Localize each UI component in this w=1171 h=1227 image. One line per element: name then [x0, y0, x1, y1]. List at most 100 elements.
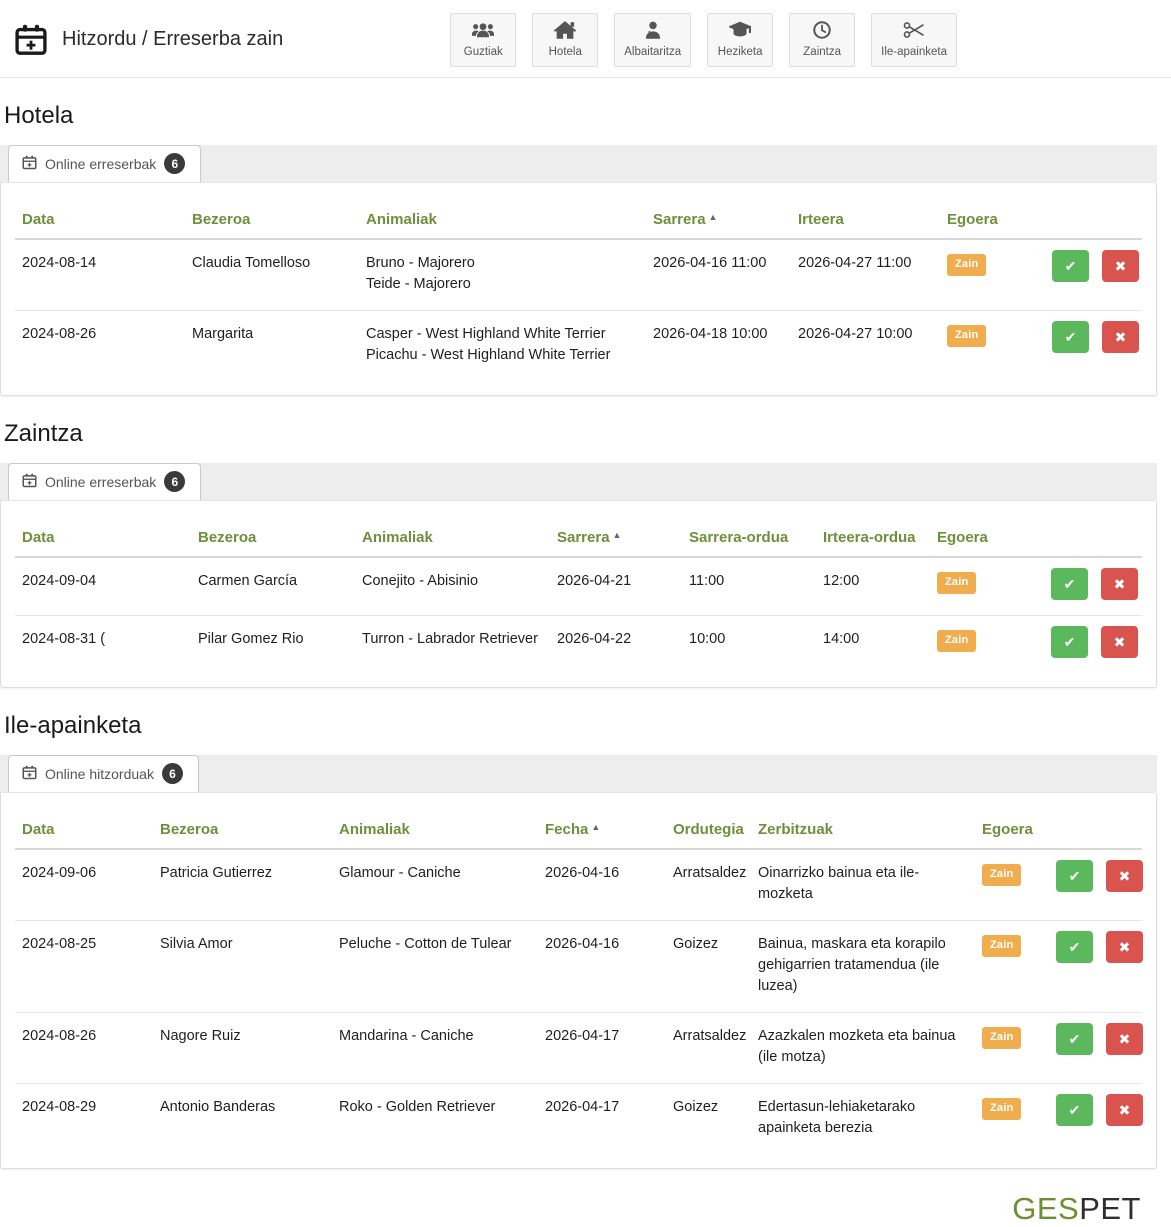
animal-line: Peluche - Cotton de Tulear — [339, 936, 512, 953]
vet-icon — [642, 21, 664, 42]
column-header-irteera[interactable]: Irteera — [798, 211, 844, 228]
column-header-fecha[interactable]: Fecha ▲ — [545, 821, 601, 839]
cancel-button[interactable]: ✖ — [1101, 626, 1138, 659]
column-header-data[interactable]: Data — [22, 529, 55, 547]
gespet-logo: GESPET — [0, 1191, 1141, 1227]
column-header-irteera_ordua[interactable]: Irteera-ordua — [823, 529, 916, 547]
animal-line: Glamour - Caniche — [339, 865, 461, 882]
animal-line: Casper - West Highland White Terrier — [366, 326, 606, 343]
nav-button-label: Heziketa — [717, 46, 763, 58]
column-header-animaliak[interactable]: Animaliak — [366, 211, 437, 228]
nav-button-zaintza[interactable]: Zaintza — [789, 12, 856, 67]
table-row: 2024-09-04 Carmen García Conejito - Abisin… — [15, 558, 1142, 615]
cell-bezeroa: Pilar Gomez Rio — [198, 631, 304, 648]
cell-animaliak: Glamour - Caniche — [339, 863, 545, 884]
cancel-button[interactable]: ✖ — [1106, 931, 1143, 964]
scissors-icon — [903, 21, 925, 42]
confirm-button[interactable]: ✔ — [1056, 1094, 1093, 1127]
nav-button-ile-apainketa[interactable]: Ile-apainketa — [871, 12, 957, 67]
tab-count-badge: 6 — [164, 471, 186, 493]
column-header-egoera[interactable]: Egoera — [937, 529, 988, 547]
table-row: 2024-08-26 Nagore Ruiz Mandarina - Caniche… — [15, 1012, 1143, 1083]
animal-line: Conejito - Abisinio — [362, 573, 479, 590]
nav-button-hotela[interactable]: Hotela — [532, 12, 599, 67]
column-header-egoera[interactable]: Egoera — [947, 211, 998, 228]
nav-button-label: Ile-apainketa — [881, 46, 947, 58]
column-header-zerbitzuak[interactable]: Zerbitzuak — [758, 821, 834, 839]
cell-fecha: 2026-04-17 — [545, 1099, 620, 1116]
cell-irteera: 2026-04-27 11:00 — [798, 255, 912, 271]
cell-bezeroa: Patricia Gutierrez — [160, 865, 273, 882]
nav-button-albaitaritza[interactable]: Albaitaritza — [614, 12, 692, 67]
confirm-button[interactable]: ✔ — [1056, 1023, 1093, 1056]
cell-egoera: Zain — [937, 571, 1051, 594]
tab-count-badge: 6 — [164, 153, 186, 174]
table-row: 2024-08-31 (Pilar Gomez Rio Turron - Labr… — [15, 615, 1142, 673]
column-header-animaliak[interactable]: Animaliak — [339, 821, 410, 839]
column-header-bezeroa[interactable]: Bezeroa — [160, 821, 219, 839]
calendar-icon — [22, 765, 37, 783]
status-badge: Zain — [982, 864, 1022, 886]
cell-animaliak: Roko - Golden Retriever — [339, 1097, 545, 1118]
column-header-data[interactable]: Data — [22, 211, 55, 228]
table-row: 2024-08-29 Antonio Banderas Roko - Golden … — [15, 1083, 1143, 1154]
cell-zerbitzuak: Azazkalen mozketa eta bainua (ile motza) — [758, 1028, 956, 1066]
cell-egoera: Zain — [947, 324, 1052, 347]
cancel-button[interactable]: ✖ — [1102, 250, 1139, 282]
column-header-animaliak[interactable]: Animaliak — [362, 529, 433, 547]
cell-ordutegia: Goizez — [673, 1099, 719, 1116]
cell-data: 2024-08-26 — [22, 1028, 97, 1045]
status-badge: Zain — [937, 630, 977, 652]
confirm-button[interactable]: ✔ — [1052, 250, 1089, 282]
section-title-hotela: Hotela — [4, 102, 74, 129]
tab-count-badge: 6 — [161, 763, 183, 785]
confirm-button[interactable]: ✔ — [1051, 626, 1088, 659]
cell-egoera: Zain — [937, 629, 1051, 652]
cell-animaliak: Turron - Labrador Retriever — [362, 629, 557, 650]
column-header-egoera[interactable]: Egoera — [982, 821, 1033, 839]
sort-ascending-icon: ▲ — [708, 212, 718, 222]
nav-button-guztiak[interactable]: Guztiak — [450, 12, 517, 67]
cell-ordutegia: Goizez — [673, 936, 719, 953]
table-header-row: Data Bezeroa Animaliak Sarrera ▲ Irteera Egoer… — [15, 211, 1142, 240]
cell-irteera_ordua: 12:00 — [823, 573, 860, 590]
column-header-sarrera_ordua[interactable]: Sarrera-ordua — [689, 529, 789, 547]
table-body: 2024-09-04 Carmen García Conejito - Abisin… — [15, 558, 1142, 673]
cell-data: 2024-09-06 — [22, 865, 97, 882]
cancel-button[interactable]: ✖ — [1102, 321, 1139, 354]
column-header-bezeroa[interactable]: Bezeroa — [198, 529, 257, 547]
cancel-button[interactable]: ✖ — [1106, 1094, 1143, 1127]
column-header-bezeroa[interactable]: Bezeroa — [192, 211, 251, 228]
confirm-button[interactable]: ✔ — [1056, 931, 1093, 964]
tab-label: Online erreserbak — [45, 155, 157, 172]
column-header-ordutegia[interactable]: Ordutegia — [673, 821, 744, 839]
cell-sarrera_ordua: 11:00 — [689, 573, 725, 590]
animal-line: Bruno - Majorero — [366, 255, 475, 271]
cell-zerbitzuak: Oinarrizko bainua eta ile-mozketa — [758, 865, 920, 903]
confirm-button[interactable]: ✔ — [1052, 321, 1089, 354]
panel-zaintza: Data Bezeroa Animaliak Sarrera ▲ Sarrera-ordu… — [0, 500, 1157, 689]
cancel-button[interactable]: ✖ — [1106, 860, 1143, 893]
sort-ascending-icon: ▲ — [591, 822, 601, 833]
nav-button-heziketa[interactable]: Heziketa — [707, 12, 774, 67]
tab-online-erreserbak[interactable]: Online erreserbak 6 — [8, 463, 202, 501]
confirm-button[interactable]: ✔ — [1051, 568, 1088, 601]
cancel-button[interactable]: ✖ — [1101, 568, 1138, 601]
column-header-sarrera[interactable]: Sarrera ▲ — [653, 211, 718, 228]
cancel-button[interactable]: ✖ — [1106, 1023, 1143, 1056]
cell-bezeroa: Margarita — [192, 326, 254, 343]
tab-online-erreserbak[interactable]: Online erreserbak 6 — [8, 145, 202, 182]
calendar-icon — [22, 473, 37, 491]
tab-online-hitzorduak[interactable]: Online hitzorduak 6 — [8, 755, 199, 793]
tabstrip: Online erreserbak 6 — [0, 463, 1157, 501]
cell-bezeroa: Antonio Banderas — [160, 1099, 276, 1116]
table-row: 2024-09-06 Patricia Gutierrez Glamour - Ca… — [15, 850, 1143, 920]
column-header-sarrera[interactable]: Sarrera ▲ — [557, 529, 622, 547]
nav-button-label: Zaintza — [803, 46, 841, 58]
row-actions: ✔ ✖ — [1056, 931, 1143, 964]
page-title: Hitzordu / Erreserba zain — [62, 28, 284, 50]
column-header-data[interactable]: Data — [22, 821, 55, 839]
confirm-button[interactable]: ✔ — [1056, 860, 1093, 893]
tab-label: Online erreserbak — [45, 473, 157, 490]
table-row: 2024-08-26 Margarita Casper - West Highlan… — [15, 310, 1142, 381]
